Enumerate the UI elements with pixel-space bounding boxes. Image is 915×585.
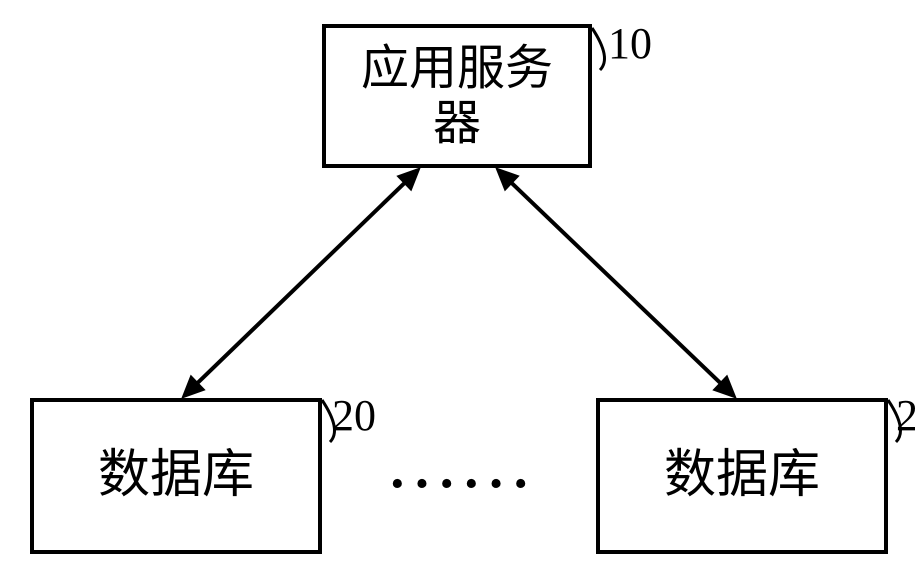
node-app-server-line2: 器 <box>433 97 481 150</box>
node-app-server-line1: 应用服务 <box>361 42 553 95</box>
diagram-canvas: { "type": "flowchart", "background_color… <box>0 0 915 585</box>
node-database-right: 数据库 <box>596 398 888 554</box>
node-app-server: 应用服务 器 <box>322 24 592 168</box>
node-app-server-ref: 10 <box>608 18 652 69</box>
node-database-right-ref: 20 <box>896 390 915 441</box>
node-database-left-text: 数据库 <box>98 446 254 506</box>
node-app-server-text: 应用服务 器 <box>361 41 553 151</box>
node-database-left-ref: 20 <box>332 390 376 441</box>
ellipsis-text: ······ <box>388 452 536 516</box>
node-database-right-text: 数据库 <box>664 446 820 506</box>
node-database-left: 数据库 <box>30 398 322 554</box>
